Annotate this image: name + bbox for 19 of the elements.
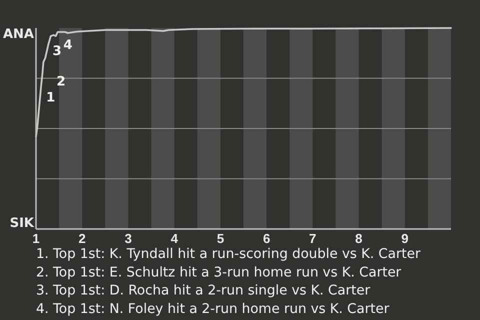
x-tick-label: 8 [355, 231, 362, 246]
text: ANA [2, 26, 34, 42]
x-tick-label: 1 [32, 231, 40, 246]
x-tick-label: 7 [309, 231, 316, 246]
x-tick-label: 4 [170, 231, 179, 246]
x-tick-label: 2 [78, 231, 86, 246]
x-tick-label: 9 [401, 231, 409, 246]
x-tick-label: 3 [124, 231, 132, 246]
text: 4. Top 1st: N. Foley hit a 2-run home run vs K. Carter [36, 302, 390, 317]
annotation: 3 [52, 44, 62, 60]
x-tick-label: 5 [216, 231, 224, 246]
annotation: 2 [56, 74, 66, 90]
text: SIK [10, 216, 35, 232]
text: 2. Top 1st: E. Schultz hit a 3-run home run vs K. Carter [36, 265, 402, 280]
text: 3. Top 1st: D. Rocha hit a 2-run single vs K. Carter [36, 284, 371, 299]
annotation: 4 [63, 38, 72, 54]
x-tick-label: 6 [262, 231, 270, 246]
text: 1. Top 1st: K. Tyndall hit a run-scoring double vs K. Carter [36, 247, 421, 262]
annotation: 1 [46, 90, 56, 106]
